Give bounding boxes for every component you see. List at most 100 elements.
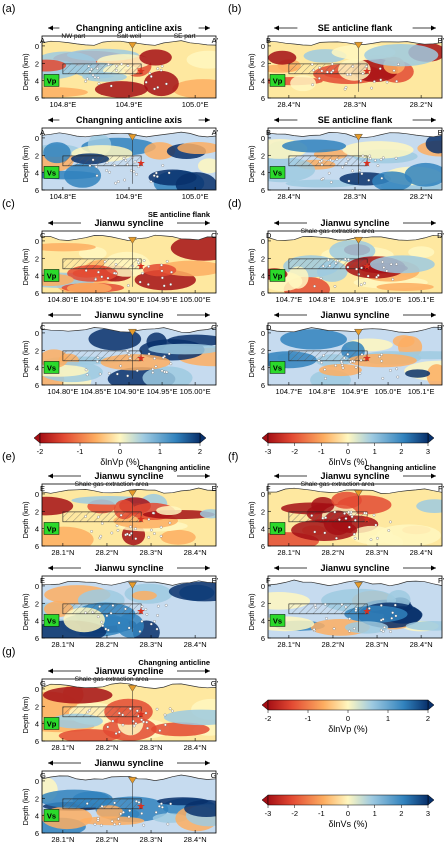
- event-c-top-21: [137, 261, 140, 265]
- ytick-label-e-bottom-3: 6: [35, 634, 39, 643]
- header-bg-b: [297, 21, 413, 33]
- xtick-label-b-bottom-1: 28.3°N: [343, 192, 366, 201]
- event-a-top-2: [97, 82, 101, 85]
- endpoint-start-c-top: C: [40, 231, 46, 240]
- event-c-bottom-24: [98, 372, 102, 376]
- velocity-tag-b-top: Vp: [269, 74, 286, 87]
- ytick-label-d-bottom-2: 4: [261, 364, 265, 373]
- event-b-top-19: [310, 63, 314, 66]
- ytick-label-c-bottom-1: 2: [35, 346, 39, 355]
- event-g-bottom-12: [100, 824, 103, 827]
- panel-label-g: (g): [2, 646, 15, 658]
- event-a-bottom-6: [94, 165, 98, 169]
- event-c-bottom-16: [153, 357, 156, 360]
- xtick-label-d-top-1: 104.8°E: [309, 295, 336, 304]
- header-arrow-left-icon-g: [48, 668, 53, 674]
- event-g-top-18: [163, 713, 167, 717]
- velocity-tag-label-f-top: Vp: [273, 524, 283, 533]
- panel-g: (g) Jianwu syncline 0 2 4 6 Depth (km) 28.1°N 28…: [2, 646, 219, 844]
- ytick-label-e-top-2: 4: [35, 525, 39, 534]
- event-b-bottom-18: [329, 180, 333, 184]
- event-b-bottom-19: [341, 165, 344, 169]
- ytick-label-c-top-1: 2: [35, 254, 39, 263]
- event-b-top-9: [318, 77, 321, 80]
- hatched-zone-c-bottom: [62, 350, 142, 362]
- event-b-bottom-12: [358, 168, 362, 172]
- event-e-top-16: [147, 518, 151, 521]
- panel-d: (d) Jianwu syncline 0 2 4 6 Depth (km) 104.7°E 1…: [228, 198, 445, 396]
- event-e-top-2: [134, 537, 138, 541]
- event-a-bottom-15: [161, 164, 165, 167]
- event-e-bottom-1: [111, 604, 115, 607]
- event-e-top-3: [128, 533, 132, 537]
- xtick-label-e-top-2: 28.3°N: [140, 548, 163, 557]
- anomaly-d-top-9: [329, 240, 376, 262]
- section-body-d-bottom: [268, 327, 442, 385]
- event-a-top-10: [88, 70, 92, 74]
- event-c-top-11: [113, 271, 116, 275]
- event-f-bottom-13: [389, 630, 392, 633]
- event-f-top-2: [349, 510, 353, 514]
- event-e-top-6: [100, 522, 104, 525]
- ytick-label-c-bottom-0: 0: [35, 329, 39, 338]
- panel-label-a: (a): [2, 3, 15, 15]
- xtick-label-a-bottom-1: 104.9°E: [116, 192, 143, 201]
- event-f-top-19: [348, 525, 351, 529]
- event-e-bottom-19: [164, 603, 168, 607]
- event-g-top-4: [121, 723, 125, 727]
- xtick-label-d-top-2: 104.9°E: [342, 295, 369, 304]
- header-secondary-c: SE anticline flank: [148, 210, 211, 219]
- section-d-top: 0 2 4 6 Depth (km) 104.7°E 104.8°E 104.9°E 105.0…: [247, 230, 445, 304]
- well-icon-b-bottom: [354, 134, 363, 141]
- xtick-label-d-bottom-4: 105.1°E: [408, 387, 435, 396]
- event-g-top-16: [137, 714, 140, 718]
- section-body-g-top: [42, 683, 216, 741]
- ylabel-e-top: Depth (km): [21, 501, 30, 539]
- velocity-tag-box-d-top: [269, 269, 286, 282]
- event-b-top-24: [320, 69, 324, 73]
- panel-label-b: (b): [228, 3, 241, 15]
- ytick-label-d-bottom-1: 2: [261, 346, 265, 355]
- endpoint-end-f-bottom: F': [438, 576, 445, 585]
- event-g-top-10: [121, 713, 125, 717]
- topography-a-bottom: [41, 131, 217, 138]
- event-e-bottom-9: [106, 628, 110, 632]
- event-g-top-21: [132, 724, 136, 728]
- anomaly-a-top-11: [172, 79, 216, 98]
- anomaly-b-bottom-15: [282, 139, 347, 153]
- event-e-bottom-5: [140, 619, 144, 623]
- event-a-bottom-4: [113, 163, 116, 167]
- topography-c-bottom: [41, 327, 217, 333]
- event-f-top-6: [344, 517, 348, 520]
- velocity-tag-box-e-bottom: [43, 614, 60, 627]
- header-title-c: Jianwu syncline: [94, 310, 163, 320]
- event-c-top-24: [126, 284, 130, 287]
- well-icon-e-bottom: [128, 582, 137, 589]
- xtick-label-f-top-3: 28.4°N: [410, 548, 433, 557]
- event-c-bottom-3: [167, 352, 171, 356]
- header-title-f: Jianwu syncline: [320, 471, 389, 481]
- event-c-bottom-8: [96, 356, 100, 360]
- event-c-bottom-12: [151, 367, 155, 371]
- header-bg-a: [59, 113, 199, 125]
- event-d-top-5: [391, 278, 395, 281]
- event-a-bottom-25: [135, 172, 138, 176]
- event-a-top-8: [156, 86, 160, 89]
- xtick-label-f-bottom-0: 28.1°N: [277, 640, 300, 649]
- header-arrow-left-icon-a: [48, 117, 53, 123]
- event-a-bottom-14: [122, 156, 126, 160]
- event-c-top-1: [170, 270, 173, 274]
- event-b-bottom-16: [344, 162, 348, 165]
- xtick-label-d-top-0: 104.7°E: [275, 295, 302, 304]
- ytick-label-g-bottom-1: 2: [35, 794, 39, 803]
- event-e-bottom-17: [155, 627, 159, 631]
- event-f-top-22: [389, 520, 392, 524]
- event-b-top-2: [370, 86, 373, 90]
- well-icon-a-top: [128, 42, 137, 49]
- event-e-bottom-25: [127, 626, 131, 630]
- panel-f: (f) Jianwu syncline 0 2 4 6 Depth (km) 28.1°N 28…: [228, 451, 445, 649]
- ytick-label-f-bottom-2: 4: [261, 617, 265, 626]
- anomaly-f-top-6: [311, 496, 335, 514]
- header-bg-c: [81, 308, 177, 320]
